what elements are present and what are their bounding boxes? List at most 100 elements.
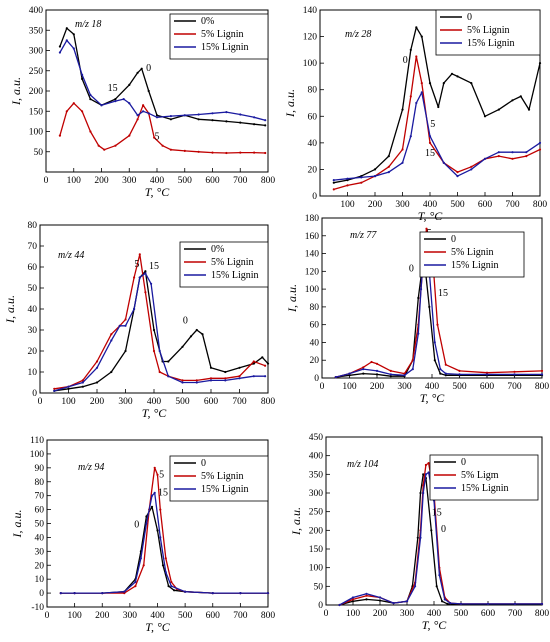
- y-tick-label: 140: [303, 6, 318, 16]
- y-tick-label: 40: [35, 533, 45, 543]
- data-point: [65, 27, 68, 30]
- data-point: [486, 602, 490, 606]
- data-point: [225, 111, 228, 114]
- data-point: [420, 82, 423, 85]
- y-tick-label: 100: [303, 59, 318, 69]
- data-point: [170, 585, 173, 588]
- data-point: [239, 592, 242, 595]
- data-point: [100, 104, 103, 107]
- y-tick-label: 100: [29, 128, 44, 138]
- data-point: [415, 26, 418, 29]
- data-point: [150, 494, 154, 497]
- data-point: [170, 580, 173, 584]
- data-point: [81, 77, 84, 80]
- x-tick-label: 200: [370, 382, 385, 392]
- data-point: [351, 598, 355, 601]
- data-point: [197, 118, 200, 121]
- y-tick-label: 350: [309, 470, 324, 480]
- data-point: [411, 368, 414, 371]
- data-point: [456, 175, 459, 178]
- data-point: [428, 82, 432, 85]
- data-point: [405, 600, 409, 603]
- x-tick-label: 500: [175, 397, 190, 407]
- y-tick-label: 60: [28, 263, 38, 273]
- data-point: [95, 366, 99, 369]
- data-point: [428, 141, 432, 144]
- y-tick-label: 20: [28, 347, 38, 357]
- data-point: [378, 596, 382, 599]
- data-point: [370, 360, 373, 364]
- chart-panel-1: 0 100 200 300 400 500 600 700 800501001502002503…: [9, 6, 275, 199]
- data-point: [67, 385, 70, 388]
- data-point: [266, 362, 270, 365]
- data-point: [483, 157, 487, 160]
- data-point: [142, 110, 145, 113]
- data-point: [419, 536, 422, 539]
- legend-entry: 0: [461, 457, 466, 468]
- data-point: [422, 491, 425, 495]
- curve-label: 0: [134, 520, 139, 531]
- x-tick-label: 400: [423, 200, 438, 210]
- data-point: [497, 155, 500, 158]
- data-point: [497, 108, 500, 111]
- y-tick-label: 70: [35, 492, 45, 502]
- data-point: [415, 55, 418, 58]
- data-point: [362, 366, 365, 369]
- data-point: [184, 590, 187, 593]
- data-point: [441, 600, 444, 603]
- x-tick-label: 200: [95, 611, 110, 621]
- x-tick-label: 0: [324, 609, 329, 619]
- y-tick-label: 300: [29, 47, 44, 57]
- data-point: [136, 118, 139, 121]
- curve-label: 15: [432, 507, 442, 518]
- series-line: [60, 492, 268, 594]
- data-point: [134, 585, 137, 588]
- data-point: [351, 596, 355, 599]
- y-tick-label: 200: [309, 526, 324, 536]
- y-tick-label: 150: [29, 107, 44, 117]
- y-tick-label: 90: [35, 464, 45, 474]
- y-axis-label: I, a.u.: [9, 77, 23, 106]
- data-point: [346, 177, 349, 180]
- y-tick-label: 100: [309, 564, 324, 574]
- curve-label: 0: [441, 524, 446, 535]
- legend-entry: 15% Lignin: [461, 483, 509, 494]
- data-point: [437, 105, 440, 109]
- data-point: [124, 349, 127, 353]
- legend: 0 5% Lignin 15% Lignin: [419, 231, 525, 278]
- x-tick-label: 800: [535, 382, 550, 392]
- data-point: [53, 389, 56, 392]
- data-point: [540, 369, 544, 372]
- data-point: [458, 373, 461, 376]
- data-point: [444, 363, 447, 366]
- y-tick-label: 50: [34, 148, 44, 158]
- series-line: [54, 253, 266, 390]
- data-point: [89, 130, 92, 133]
- data-point: [211, 592, 214, 595]
- data-point: [238, 366, 241, 369]
- data-point: [209, 366, 213, 369]
- data-point: [101, 592, 104, 595]
- mz-annotation: m/z 18: [75, 19, 101, 30]
- x-tick-label: 100: [68, 611, 83, 621]
- mz-annotation: m/z 94: [78, 462, 104, 473]
- data-point: [142, 564, 145, 567]
- x-tick-label: 300: [395, 200, 410, 210]
- x-tick-label: 800: [535, 609, 550, 619]
- y-axis-label: I, a.u.: [3, 295, 17, 324]
- x-tick-label: 500: [178, 611, 193, 621]
- data-point: [425, 227, 428, 230]
- mz-annotation: m/z 104: [347, 459, 378, 470]
- x-tick-label: 700: [505, 200, 520, 210]
- data-point: [253, 116, 256, 119]
- data-point: [401, 161, 404, 164]
- data-point: [456, 171, 459, 174]
- data-point: [442, 161, 445, 164]
- data-point: [72, 102, 75, 105]
- y-tick-label: 80: [35, 478, 45, 488]
- data-point: [264, 151, 267, 155]
- data-point: [123, 590, 126, 593]
- curve-label: 0: [403, 55, 408, 66]
- data-point: [409, 135, 412, 138]
- data-point: [485, 373, 489, 376]
